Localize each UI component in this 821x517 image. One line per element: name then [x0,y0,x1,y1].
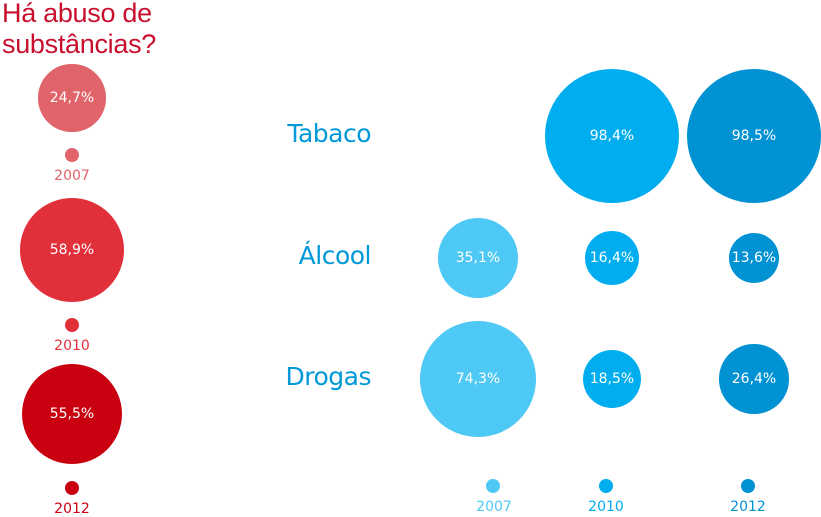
chart-title-line-1: Há abuso de [2,0,152,28]
year-label-2010: 2010 [54,338,90,354]
bubble-drogas-2012: 26,4% [719,344,789,414]
bubble-tabaco-2012: 98,5% [687,69,821,203]
year-label-2007: 2007 [54,168,90,184]
year-dot-2010 [65,318,79,332]
bubble-drogas-2007: 74,3% [419,320,537,438]
bubble-tabaco-2010: 98,4% [545,69,679,203]
legend-label-2012: 2012 [730,499,766,515]
bubble-alcool-2010: 16,4% [584,230,640,286]
bubble-abuso-2012: 55,5% [21,363,123,465]
chart-title-line-2: substâncias? [2,29,156,59]
chart-title: Há abuso de substâncias? [2,0,156,60]
year-dot-2012 [65,481,79,495]
legend-label-2010: 2010 [588,499,624,515]
bubble-abuso-2010: 58,9% [20,198,124,302]
legend-dot-2012 [741,479,755,493]
row-label-drogas: Drogas [285,362,372,391]
legend-dot-2010 [599,479,613,493]
bubble-alcool-2007: 35,1% [438,218,518,298]
year-label-2012: 2012 [54,501,90,517]
year-dot-2007 [65,148,79,162]
row-label-tabaco: Tabaco [287,119,371,148]
row-label-alcool: Álcool [298,241,372,270]
bubble-alcool-2012: 13,6% [729,233,779,283]
legend-label-2007: 2007 [476,499,512,515]
legend-dot-2007 [486,479,500,493]
bubble-drogas-2010: 18,5% [582,349,642,409]
bubble-abuso-2007: 24,7% [38,64,106,132]
